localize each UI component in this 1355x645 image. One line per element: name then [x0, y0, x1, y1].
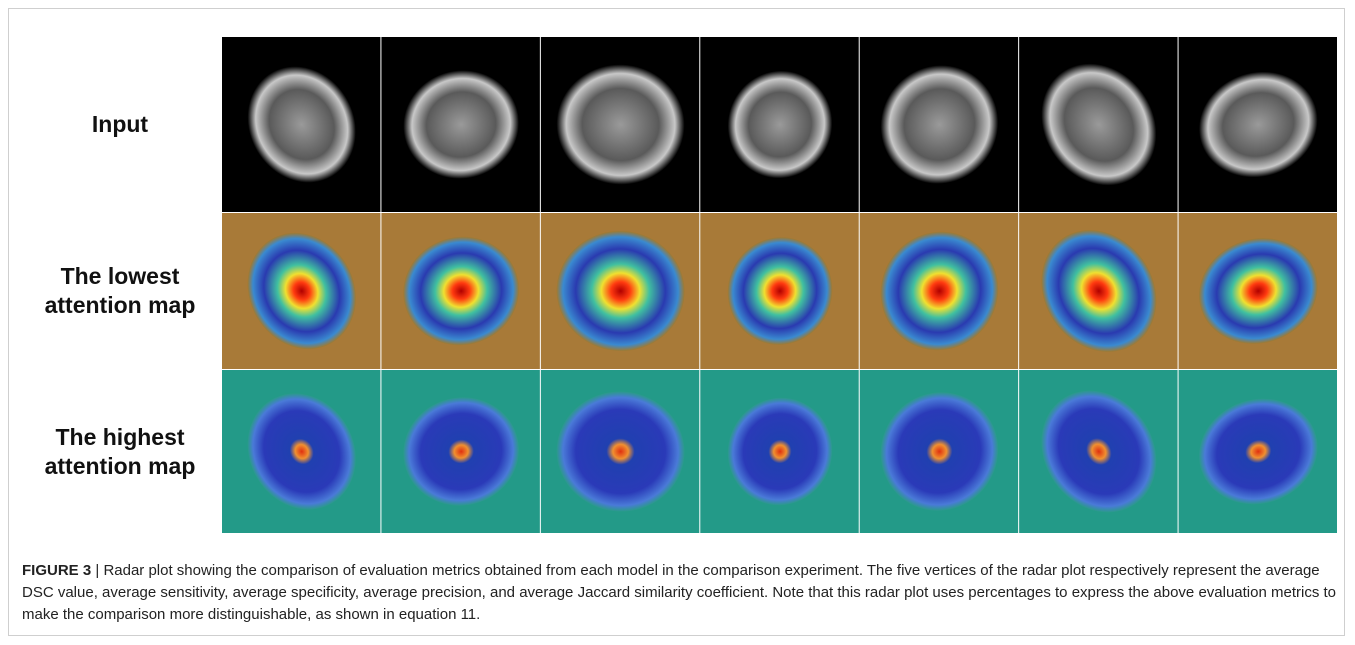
page: {"figure": { "row_labels": ["Input", "Th… [0, 0, 1355, 645]
image-grid [222, 37, 1338, 533]
caption-separator: | [95, 562, 99, 579]
row-label: The lowest attention map [30, 262, 210, 320]
row-label: The highest attention map [30, 423, 210, 481]
caption-text: Radar plot showing the comparison of eva… [22, 562, 1336, 623]
caption-label: FIGURE 3 [22, 562, 91, 579]
row-label: Input [30, 110, 210, 139]
caption: FIGURE 3 | Radar plot showing the compar… [22, 560, 1337, 626]
